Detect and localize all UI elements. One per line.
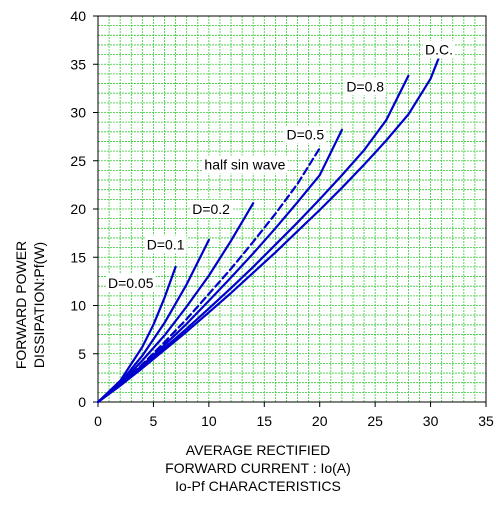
y-tick-label: 35 xyxy=(70,56,86,72)
annotation-label: D.C. xyxy=(425,42,453,58)
y-tick-label: 0 xyxy=(78,394,86,410)
y-tick-label: 10 xyxy=(70,298,86,314)
y-axis-label-line1: FORWARD POWER xyxy=(13,241,29,369)
annotation-label: D=0.1 xyxy=(147,237,185,253)
annotation-label: D=0.05 xyxy=(108,275,154,291)
annotation-label: D=0.8 xyxy=(346,78,384,94)
annotation-background xyxy=(190,199,233,218)
y-tick-label: 5 xyxy=(78,346,86,362)
annotation-label: D=0.5 xyxy=(286,127,324,143)
annotation-background xyxy=(105,274,156,293)
series-line-d-0-05 xyxy=(96,265,177,404)
x-axis-label-line1: AVERAGE RECTIFIED xyxy=(185,442,331,458)
y-axis-label-line2: DISSIPATION:Pf(W) xyxy=(31,242,47,368)
x-axis-label: AVERAGE RECTIFIED FORWARD CURRENT : Io(A… xyxy=(98,441,418,495)
annotation-background xyxy=(423,40,456,59)
x-tick-label: 20 xyxy=(312,413,328,429)
axis-ticks: 0 5 10 15 20 25 30 35 0 5 10 15 20 25 30 35 40 xyxy=(70,8,494,429)
x-tick-label: 35 xyxy=(478,413,494,429)
x-tick-label: 10 xyxy=(201,413,217,429)
x-tick-label: 5 xyxy=(150,413,158,429)
y-tick-label: 15 xyxy=(70,249,86,265)
annotation-label: D=0.2 xyxy=(192,201,230,217)
x-tick-label: 0 xyxy=(94,413,102,429)
annotation-background xyxy=(144,235,187,254)
series-line-d-0-5 xyxy=(96,128,343,404)
annotation-background xyxy=(344,77,387,96)
y-tick-label: 25 xyxy=(70,153,86,169)
y-axis-label: FORWARD POWER DISSIPATION:Pf(W) xyxy=(13,241,47,369)
series-lines xyxy=(96,43,445,404)
y-tick-label: 30 xyxy=(70,105,86,121)
x-axis-label-line2: FORWARD CURRENT : Io(A) xyxy=(165,460,351,476)
x-tick-label: 30 xyxy=(423,413,439,429)
annotation-label: half sin wave xyxy=(204,156,285,172)
chart-caption: Io-Pf CHARACTERISTICS xyxy=(175,478,341,494)
y-tick-label: 40 xyxy=(70,8,86,24)
x-tick-label: 15 xyxy=(256,413,272,429)
annotation-background xyxy=(284,125,327,144)
series-line-d-c xyxy=(96,43,445,404)
y-tick-label: 20 xyxy=(70,201,86,217)
x-tick-label: 25 xyxy=(367,413,383,429)
annotation-background xyxy=(202,155,288,174)
